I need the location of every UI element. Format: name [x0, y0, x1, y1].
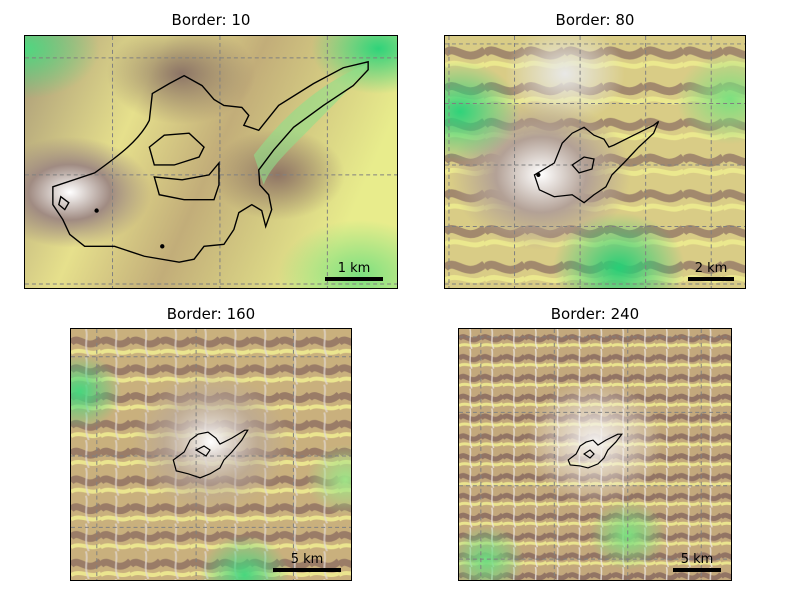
panel-3-scale-label: 5 km: [290, 552, 324, 567]
panel-4-title: Border: 240: [550, 305, 640, 323]
panel-1-scale-label: 1 km: [337, 261, 371, 276]
panel-2-terrain: [445, 36, 745, 288]
panel-2-title: Border: 80: [555, 11, 635, 29]
glacier-outline-shape: [52, 60, 369, 263]
glacier-outline-shape: [567, 433, 623, 469]
panel-4-scale-label: 5 km: [680, 552, 714, 567]
panel-3-terrain: [71, 329, 351, 580]
panel-3-scale-bar: [273, 568, 341, 572]
panel-4-grid: [459, 329, 731, 580]
panel-3-grid: [71, 329, 351, 580]
glacier-outline-shape: [533, 120, 660, 204]
panel-4-map: [458, 328, 732, 581]
panel-1-scale-bar: [325, 277, 383, 281]
panel-2-scale-bar: [688, 277, 734, 281]
panel-2-map: [444, 35, 746, 289]
panel-1-map: [24, 35, 398, 289]
panel-2-scale-label: 2 km: [694, 261, 728, 276]
panel-4-scale-bar: [673, 568, 721, 572]
panel-3-map: [70, 328, 352, 581]
panel-4-terrain: [459, 329, 731, 580]
panel-1-title: Border: 10: [171, 11, 251, 29]
panel-1-terrain: [25, 36, 397, 288]
glacier-outline-shape: [172, 429, 249, 479]
panel-2-grid: [445, 36, 745, 288]
panel-3-title: Border: 160: [166, 305, 256, 323]
